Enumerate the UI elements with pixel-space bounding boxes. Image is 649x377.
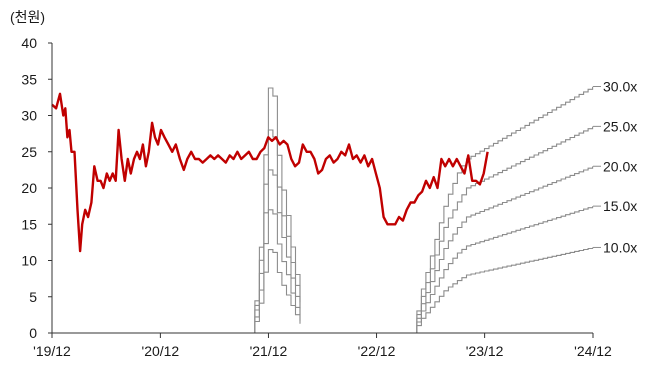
- x-tick-label: '21/12: [250, 343, 288, 359]
- y-tick-label: 10: [21, 253, 37, 269]
- price-line: [51, 92, 489, 253]
- x-tick-label: '20/12: [142, 343, 180, 359]
- y-tick-label: 25: [21, 144, 37, 160]
- band-label: 30.0x: [603, 79, 637, 95]
- y-tick-label: 20: [21, 180, 37, 196]
- x-tick-label: '19/12: [33, 343, 71, 359]
- band-label: 15.0x: [603, 198, 637, 214]
- band-label: 10.0x: [603, 239, 637, 255]
- band-label: 25.0x: [603, 118, 637, 134]
- y-tick-label: 0: [29, 325, 37, 341]
- band-lines: [250, 86, 594, 334]
- y-tick-label: 5: [29, 289, 37, 305]
- y-tick-label: 35: [21, 71, 37, 87]
- band-line: [250, 126, 594, 334]
- band-line: [250, 206, 594, 334]
- band-label: 20.0x: [603, 158, 637, 174]
- band-line: [250, 166, 594, 334]
- y-tick-label: 15: [21, 216, 37, 232]
- y-tick-label: 40: [21, 35, 37, 51]
- band-line: [250, 247, 594, 334]
- y-tick-label: 30: [21, 108, 37, 124]
- axes: 0 5 10 15 20 25 30 35 40 '19/12 '20/12 '21/12 '22/12…: [21, 35, 612, 359]
- x-tick-label: '24/12: [574, 343, 612, 359]
- band-labels: 30.0x 25.0x 20.0x 15.0x 10.0x: [593, 79, 637, 255]
- x-tick-label: '23/12: [466, 343, 504, 359]
- unit-label: (천원): [10, 9, 45, 25]
- x-tick-label: '22/12: [358, 343, 396, 359]
- price-series: [51, 92, 489, 253]
